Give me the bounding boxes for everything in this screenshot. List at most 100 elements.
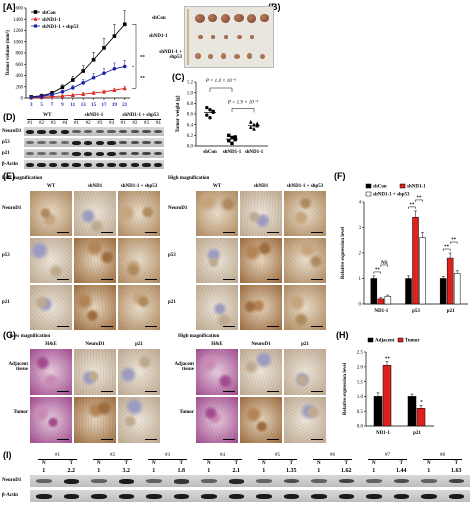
ihc-col-label: shND1-1 + shp53 xyxy=(286,184,324,189)
legend-swatch xyxy=(365,191,372,197)
ratio-label: 1 xyxy=(42,468,46,474)
p-bracket xyxy=(209,87,233,92)
scale-bar xyxy=(267,391,279,392)
series-line xyxy=(31,66,125,98)
bar xyxy=(439,278,447,305)
nt-label: N xyxy=(371,461,376,466)
blot-band xyxy=(153,152,163,156)
pair-line xyxy=(203,459,242,460)
scale-bar xyxy=(101,326,113,327)
scale-bar xyxy=(311,232,323,233)
scale-bar xyxy=(223,439,235,440)
blot-band xyxy=(25,141,35,144)
legend-label: shCon xyxy=(373,185,387,190)
y-tick-label: 0.0 xyxy=(187,145,194,150)
blot-band xyxy=(256,479,272,483)
data-point xyxy=(123,22,127,27)
data-point xyxy=(91,57,96,62)
y-tick-label: 800 xyxy=(16,52,24,57)
blot-lane-label: #2 xyxy=(85,121,91,126)
ihc-image-tile xyxy=(240,349,282,395)
x-tick-label: 15 xyxy=(91,103,97,108)
data-point xyxy=(230,141,234,146)
blot-band xyxy=(393,479,409,483)
sig-bracket xyxy=(132,24,137,89)
scale-bar xyxy=(101,439,113,440)
scale-bar xyxy=(311,326,323,327)
tumor-specimen xyxy=(208,53,214,59)
bar xyxy=(407,396,417,427)
ratio-label: 1.8 xyxy=(177,468,186,474)
y-tick-label: 200 xyxy=(16,85,24,90)
nt-label: N xyxy=(261,461,266,466)
y-tick-label: 2.5 xyxy=(357,351,364,356)
blot-band xyxy=(72,152,81,156)
x-tick-label: 11 xyxy=(70,103,75,108)
ihc-image-tile xyxy=(196,397,238,443)
blot-lane-label: #3 xyxy=(97,121,103,126)
ratio-label: 1 xyxy=(427,468,431,474)
tumor-specimen xyxy=(198,34,203,40)
bar xyxy=(384,296,392,305)
blot-band xyxy=(48,141,58,144)
data-point xyxy=(123,64,127,69)
ihc-image-tile xyxy=(74,397,116,443)
data-point xyxy=(112,34,117,38)
y-tick-label: 1.0 xyxy=(357,395,364,400)
pair-line xyxy=(423,459,462,460)
tumor-specimen xyxy=(237,35,242,39)
western-blot-d: WT shND1-1 shND1-1 + shp53 #1 #2 #3 #4 #1 #2 #3 #4… xyxy=(0,112,170,172)
blot-band xyxy=(130,163,140,167)
ihc-row-label: Adjacent tissue xyxy=(174,362,194,372)
ihc-panel-e: Low magnification High magnification WT shN… xyxy=(0,176,332,331)
significance-mark: * xyxy=(420,400,423,405)
y-tick-label: 1.2 xyxy=(187,81,194,86)
ihc-image-tile xyxy=(118,397,160,443)
ihc-image-tile xyxy=(30,397,72,443)
blot-band xyxy=(37,163,46,167)
ihc-row-label: Tumor xyxy=(13,410,28,415)
blot-band xyxy=(63,494,79,499)
blot-strip xyxy=(30,490,470,502)
nt-label: T xyxy=(69,461,73,466)
ihc-col-label: NeuroD1 xyxy=(85,342,105,347)
pair-line xyxy=(148,459,187,460)
blot-lane-label: #3 xyxy=(143,121,149,126)
tumor-specimen xyxy=(247,53,253,59)
tumor-specimen xyxy=(247,13,257,23)
blot-group-label: shND1-1 + shp53 xyxy=(122,113,159,118)
blot-band xyxy=(283,494,299,499)
blot-band xyxy=(366,494,382,499)
blot-band xyxy=(393,494,409,499)
photo-row-label-3: shND1-1 + shp53 xyxy=(159,50,182,60)
x-tick-label: 17 xyxy=(102,103,108,108)
ihc-col-label: p21 xyxy=(301,342,309,347)
pair-label: #7 xyxy=(385,453,390,458)
ratio-label: 2.1 xyxy=(232,468,241,474)
blot-band xyxy=(60,163,70,167)
legend-label: Adjacent xyxy=(375,339,395,344)
blot-band xyxy=(107,130,116,133)
scale-bar xyxy=(223,391,235,392)
x-tick-label: 3 xyxy=(30,103,33,108)
legend-swatch xyxy=(365,183,372,189)
data-point xyxy=(60,85,65,90)
y-tick-label: 0.5 xyxy=(357,410,364,415)
blot-band xyxy=(37,141,46,144)
tumor-photo xyxy=(184,6,274,68)
data-point xyxy=(112,66,117,71)
blot-band xyxy=(448,494,464,499)
pair-label: #1 xyxy=(55,453,60,458)
data-point xyxy=(227,138,231,143)
blot-strip xyxy=(30,475,470,487)
nt-label: N xyxy=(206,461,211,466)
tumor-specimen xyxy=(195,53,201,59)
photo-row-label-1: shCon xyxy=(152,16,166,21)
western-blot-i: #1 N 1 T 2.2 #2 N 1 T 3.2 #3 N 1 T 1.8 #4 N 1 T 2.1 #5 N 1 T 1.3… xyxy=(0,452,474,507)
ihc-image-tile xyxy=(196,285,238,330)
data-point xyxy=(102,89,106,94)
ihc-image-tile xyxy=(30,349,72,395)
blot-band xyxy=(95,152,105,156)
p-value-label: P = 1.4 × 10⁻⁶ xyxy=(205,78,237,84)
blot-band xyxy=(48,130,58,134)
